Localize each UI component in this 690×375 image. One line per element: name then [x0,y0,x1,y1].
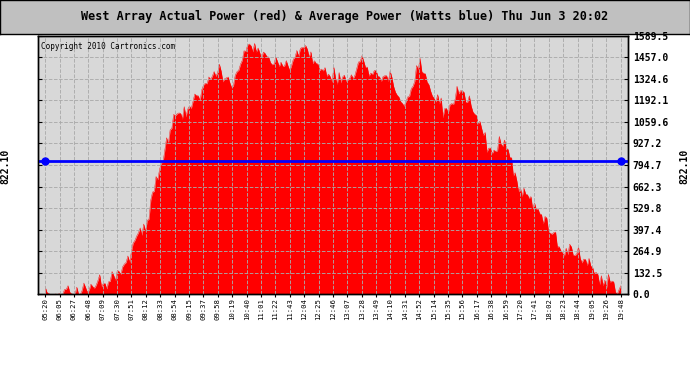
Text: West Array Actual Power (red) & Average Power (Watts blue) Thu Jun 3 20:02: West Array Actual Power (red) & Average … [81,10,609,23]
Text: 822.10: 822.10 [1,149,10,184]
Text: Copyright 2010 Cartronics.com: Copyright 2010 Cartronics.com [41,42,175,51]
Text: 822.10: 822.10 [680,149,689,184]
